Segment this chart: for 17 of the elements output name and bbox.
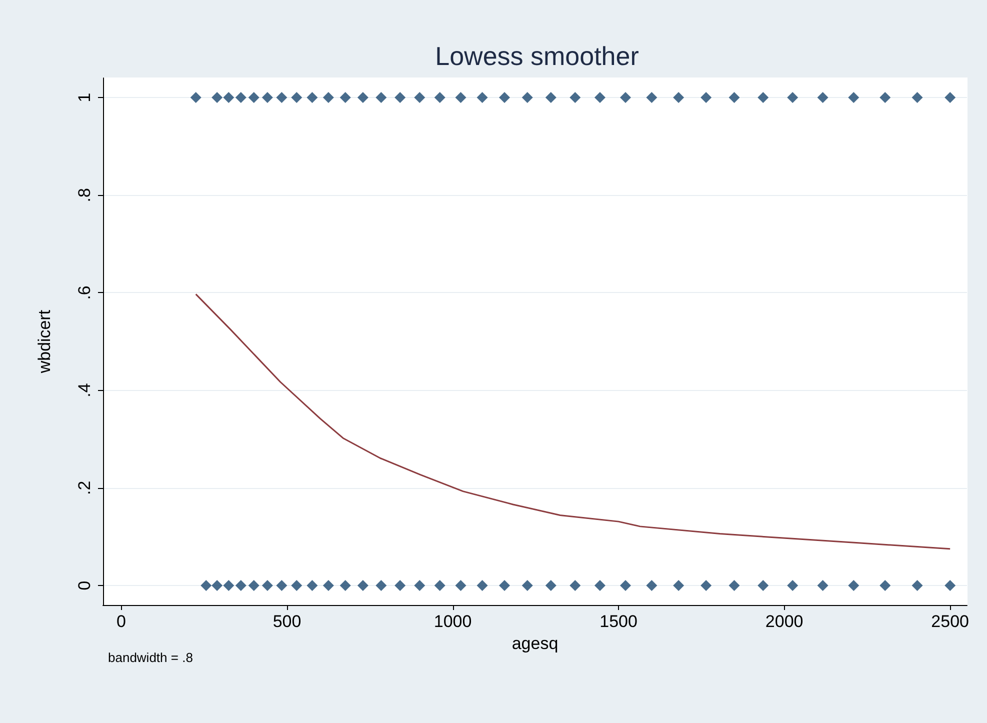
text: bandwidth = .8 [108, 650, 193, 665]
x-tick-label: 0 [116, 612, 126, 631]
y-tick-label: .8 [75, 188, 94, 202]
x-tick-label: 2000 [765, 612, 804, 631]
chart-title: Lowess smoother [435, 41, 640, 71]
y-tick-label: .6 [75, 286, 94, 300]
y-tick-label: .2 [75, 480, 94, 495]
y-tick-label: 1 [75, 92, 94, 102]
y-axis-title: wbdicert [35, 310, 54, 374]
y-tick-label: .4 [75, 383, 94, 398]
x-axis-title: agesq [512, 634, 558, 653]
x-tick-label: 1500 [600, 612, 638, 631]
line-series [195, 293, 951, 550]
y-tick-label: 0 [75, 580, 94, 590]
x-tick-label: 500 [272, 612, 302, 631]
x-tick-label: 2500 [931, 612, 970, 631]
x-tick-label: 1000 [434, 612, 472, 631]
